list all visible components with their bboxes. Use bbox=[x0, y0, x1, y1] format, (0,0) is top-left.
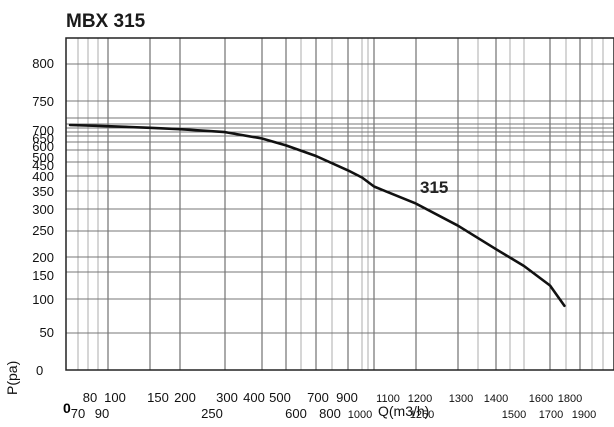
x-tick-label-200: 200 bbox=[174, 390, 196, 405]
y-tick-label-500: 500 bbox=[32, 150, 54, 165]
y-tick-label-200: 200 bbox=[32, 250, 54, 265]
y-zero-label: 0 bbox=[36, 363, 43, 378]
x-tick-label-1500: 1500 bbox=[502, 409, 526, 421]
x-tick-label-1000: 1000 bbox=[348, 409, 372, 421]
y-tick-label-800: 800 bbox=[32, 56, 54, 71]
x-tick-label-1300: 1300 bbox=[449, 393, 473, 405]
vertical-gridlines bbox=[77, 38, 604, 370]
x-tick-label-700: 700 bbox=[307, 390, 329, 405]
y-tick-label-650: 650 bbox=[32, 131, 54, 146]
y-tick-label-100: 100 bbox=[32, 292, 54, 307]
x-tick-label-70: 70 bbox=[71, 406, 85, 421]
y-tick-label-450: 450 bbox=[32, 158, 54, 173]
x-tick-label-300: 300 bbox=[216, 390, 238, 405]
plot-frame bbox=[65, 37, 614, 371]
x-tick-label-1800: 1800 bbox=[558, 393, 582, 405]
x-tick-label-500: 500 bbox=[269, 390, 291, 405]
x-tick-label-400: 400 bbox=[243, 390, 265, 405]
x-tick-label-80: 80 bbox=[83, 390, 97, 405]
x-axis-label: Q(m3/h) bbox=[378, 403, 429, 419]
x-tick-label-100: 100 bbox=[104, 390, 126, 405]
y-tick-label-150: 150 bbox=[32, 268, 54, 283]
y-tick-label-300: 300 bbox=[32, 202, 54, 217]
y-axis-label: P(pa) bbox=[4, 361, 20, 395]
y-tick-label-750: 750 bbox=[32, 94, 54, 109]
x-tick-labels: 80 100 150 200 300 400 500 700 900 1100 1200 1300 14… bbox=[71, 390, 596, 421]
x-tick-label-90: 90 bbox=[95, 406, 109, 421]
origin-label: 0 bbox=[63, 400, 71, 416]
y-tick-label-50: 50 bbox=[40, 325, 54, 340]
series-315-label: 315 bbox=[420, 178, 448, 197]
series-315-line bbox=[68, 123, 566, 308]
horizontal-gridlines bbox=[66, 63, 614, 334]
x-tick-label-1600: 1600 bbox=[529, 393, 553, 405]
x-tick-label-600: 600 bbox=[285, 406, 307, 421]
x-tick-label-150: 150 bbox=[147, 390, 169, 405]
x-tick-label-1700: 1700 bbox=[539, 409, 563, 421]
y-tick-label-700: 700 bbox=[32, 123, 54, 138]
x-tick-label-1250: 1250 bbox=[410, 409, 434, 421]
y-tick-label-600: 600 bbox=[32, 139, 54, 154]
x-tick-label-1200: 1200 bbox=[408, 393, 432, 405]
x-tick-label-250: 250 bbox=[201, 406, 223, 421]
y-tick-label-250: 250 bbox=[32, 223, 54, 238]
x-tick-label-1900: 1900 bbox=[572, 409, 596, 421]
y-tick-label-350: 350 bbox=[32, 184, 54, 199]
y-tick-label-400: 400 bbox=[32, 169, 54, 184]
x-tick-label-1100: 1100 bbox=[376, 393, 400, 405]
x-tick-label-1400: 1400 bbox=[484, 393, 508, 405]
x-tick-label-900: 900 bbox=[336, 390, 358, 405]
chart-title: MBX 315 bbox=[66, 11, 146, 32]
x-tick-label-800: 800 bbox=[319, 406, 341, 421]
